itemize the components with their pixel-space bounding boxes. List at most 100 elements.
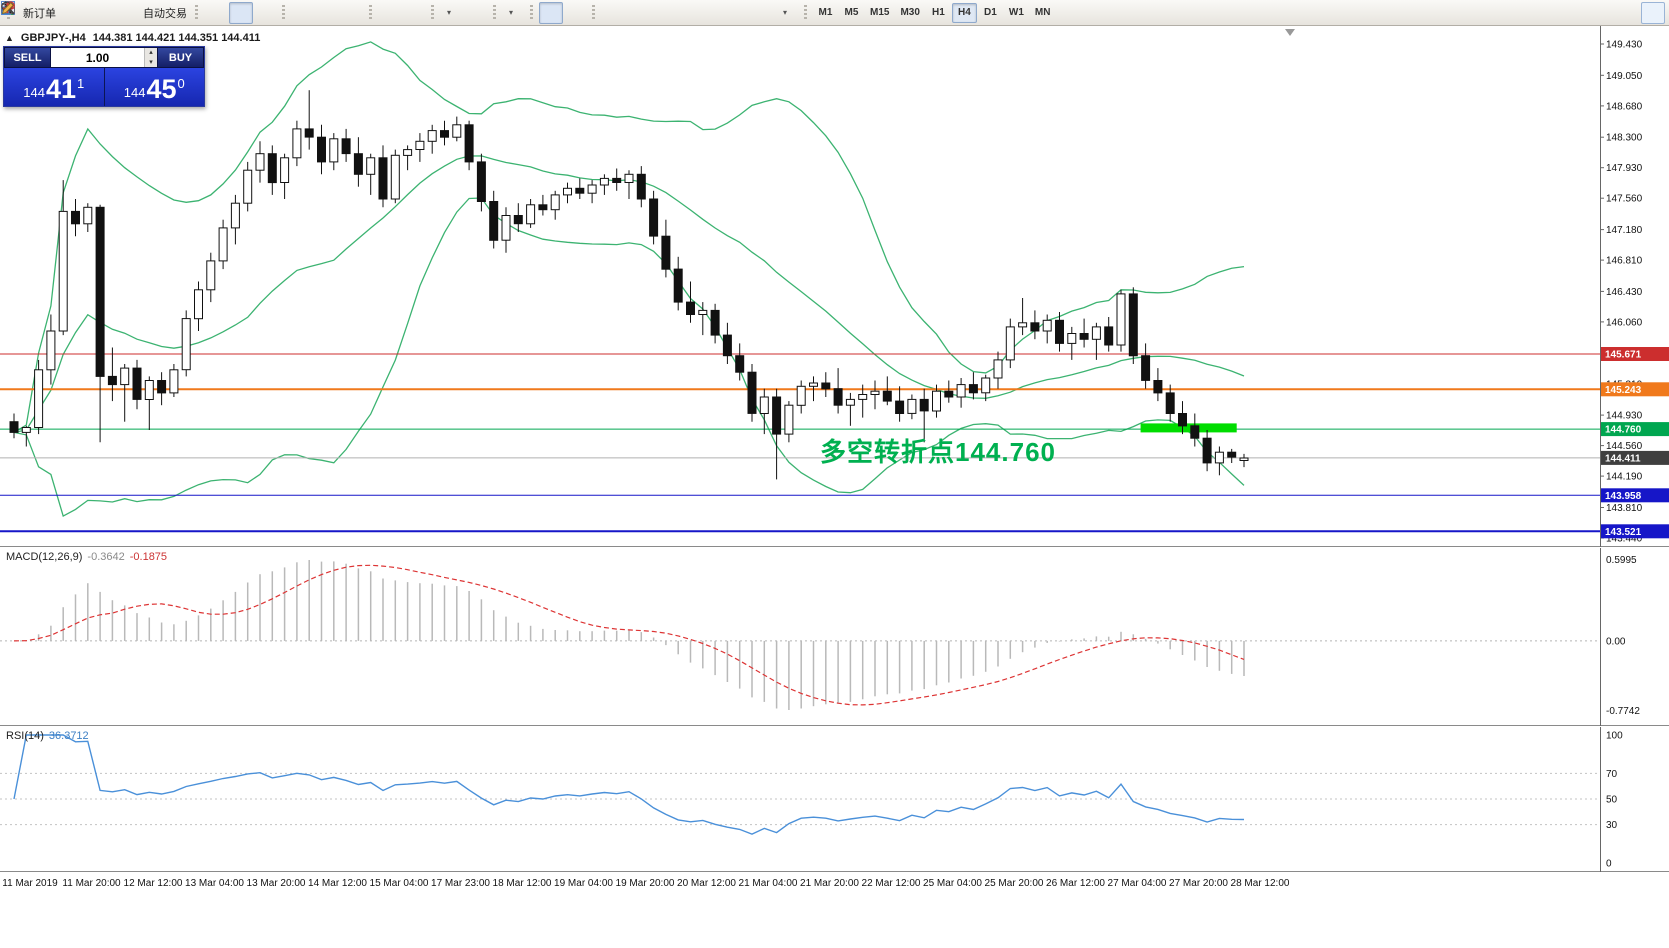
chart-ohlc-info: ▲ GBPJPY-,H4 144.381 144.421 144.351 144… [5, 32, 260, 44]
macd-main-value: -0.3642 [87, 551, 125, 563]
rsi-label: RSI(14) 36.3712 [6, 730, 89, 742]
horizontal-line-button[interactable] [1, 2, 650, 24]
timeframe-w1-button[interactable]: W1 [1004, 3, 1029, 23]
crosshair-button[interactable] [1, 1, 588, 24]
add-indicator-button[interactable]: ▾ [0, 2, 464, 24]
volume-input[interactable] [51, 48, 144, 67]
timeframe-mn-button[interactable]: MN [1030, 3, 1056, 23]
toolbar-grip[interactable] [530, 4, 533, 21]
highlight-segment[interactable] [1140, 423, 1237, 433]
clock-button[interactable] [1, 1, 489, 24]
timeframe-d1-button[interactable]: D1 [978, 3, 1003, 23]
toolbar-grip[interactable] [804, 4, 807, 21]
toolbar-grip[interactable] [493, 4, 496, 21]
time-label: 27 Mar 20:00 [1169, 878, 1228, 889]
toolbar-grip[interactable] [431, 4, 434, 21]
snapshot-button[interactable]: ▾ [1, 2, 526, 24]
price-line-badges: 145.671 145.243 144.760 144.411 143.958 143.5… [1601, 347, 1669, 539]
volume-increase-button[interactable]: ▴ [145, 48, 157, 58]
toolbar-grip[interactable] [282, 4, 285, 21]
chart-shift-marker[interactable] [1285, 29, 1295, 36]
svg-text:147.930: 147.930 [1606, 163, 1643, 174]
time-axis[interactable]: 11 Mar 2019 11 Mar 20:00 12 Mar 12:00 13 Ma… [0, 873, 1669, 897]
help-button[interactable] [1, 1, 135, 24]
macd-axis[interactable]: 0.5995 0.00 -0.7742 [1600, 548, 1641, 726]
cursor-button[interactable] [5, 1, 563, 24]
tile-windows-button[interactable] [1, 1, 402, 24]
time-label: 20 Mar 12:00 [677, 878, 736, 889]
time-label: 25 Mar 20:00 [984, 878, 1044, 889]
timeframe-m5-button[interactable]: M5 [839, 3, 864, 23]
svg-text:146.810: 146.810 [1606, 256, 1643, 267]
panel-splitter[interactable] [0, 725, 1669, 728]
time-label: 11 Mar 2019 [2, 878, 58, 889]
chart-window-button[interactable] [1, 2, 110, 24]
toolbar-grip[interactable] [369, 4, 372, 21]
symbol-title: GBPJPY-,H4 [20, 32, 86, 44]
rsi-value: 36.3712 [48, 730, 89, 742]
volume-decrease-button[interactable]: ▾ [145, 57, 157, 67]
cascade-windows-button[interactable] [1, 1, 427, 24]
fibonacci-button[interactable] [2, 2, 725, 24]
metaeditor-button[interactable] [2, 2, 85, 24]
autotrading-button[interactable]: 自动交易 [1, 2, 191, 24]
one-click-toggle-icon[interactable]: ▲ [5, 33, 14, 43]
volume-spinner: ▴ ▾ [144, 48, 157, 67]
buy-button[interactable]: BUY [157, 47, 204, 68]
rsi-axis[interactable]: 100 70 50 30 0 [1600, 727, 1624, 872]
candles [9, 90, 1249, 480]
zoom-out-button[interactable] [1, 1, 340, 24]
svg-text:100: 100 [1606, 731, 1623, 742]
svg-text:145.671: 145.671 [1605, 350, 1642, 361]
time-label: 19 Mar 04:00 [554, 878, 613, 889]
svg-text:148.300: 148.300 [1606, 133, 1643, 144]
bollinger-lower-line [13, 197, 1245, 518]
sell-price-display[interactable]: 144 41 1 [4, 68, 105, 106]
line-chart-button[interactable] [0, 2, 278, 24]
channel-button[interactable] [1, 2, 700, 24]
price-chart[interactable]: 149.430 149.050 148.680 148.300 147.930 147.5… [0, 26, 1669, 547]
svg-text:143.440: 143.440 [1606, 534, 1643, 545]
magnifier-button[interactable] [1, 1, 1640, 24]
panel-splitter[interactable] [0, 546, 1669, 549]
toolbar-grip[interactable] [592, 4, 595, 21]
edit-button[interactable] [1, 1, 1665, 24]
bars-chart-button[interactable] [1, 2, 228, 24]
rsi-chart[interactable]: 100 70 50 30 0 [0, 727, 1669, 872]
grid-button[interactable] [1, 1, 365, 24]
buy-price-display[interactable]: 144 45 0 [104, 68, 204, 106]
arrows-button[interactable] [4, 2, 775, 24]
chart-annotation: 多空转折点144.760 [820, 437, 1056, 467]
trendline-button[interactable] [1, 2, 675, 24]
timeframe-m30-button[interactable]: M30 [895, 3, 924, 23]
price-axis[interactable]: 149.430 149.050 148.680 148.300 147.930 147.5… [1600, 26, 1643, 547]
zoom-in-button[interactable] [1, 1, 315, 24]
svg-text:50: 50 [1606, 795, 1618, 806]
svg-text:-0.7742: -0.7742 [1606, 706, 1640, 717]
ohlc-values: 144.381 144.421 144.351 144.411 [92, 32, 261, 44]
time-label: 17 Mar 23:00 [431, 878, 490, 889]
svg-text:143.521: 143.521 [1605, 527, 1642, 538]
vertical-line-button[interactable] [7, 1, 625, 24]
toolbar-grip[interactable] [195, 4, 198, 21]
time-label: 14 Mar 12:00 [308, 878, 367, 889]
horizontal-price-lines[interactable] [0, 353, 1600, 533]
timeframe-m15-button[interactable]: M15 [865, 3, 894, 23]
dropdown-arrow-icon: ▾ [447, 7, 452, 17]
time-label: 27 Mar 04:00 [1107, 878, 1167, 889]
svg-text:149.430: 149.430 [1606, 40, 1643, 51]
bollinger-bands [13, 41, 1245, 518]
timeframe-m1-button[interactable]: M1 [813, 3, 838, 23]
new-order-button[interactable]: 新订单 [1, 2, 60, 24]
macd-chart[interactable]: 0.5995 0.00 -0.7742 [0, 548, 1669, 726]
timeframe-h1-button[interactable]: H1 [926, 3, 951, 23]
macd-panel: 0.5995 0.00 -0.7742 MACD(12,26,9) -0.3642 -0… [0, 548, 1669, 726]
macd-title: MACD(12,26,9) [6, 551, 83, 563]
time-label: 13 Mar 04:00 [185, 878, 244, 889]
timeframe-h4-button[interactable]: H4 [951, 2, 977, 23]
sell-button[interactable]: SELL [4, 47, 51, 68]
candlestick-chart-button[interactable] [2, 1, 253, 24]
text-button[interactable]: A [3, 1, 750, 24]
shapes-button[interactable]: ▾ [1, 1, 800, 24]
